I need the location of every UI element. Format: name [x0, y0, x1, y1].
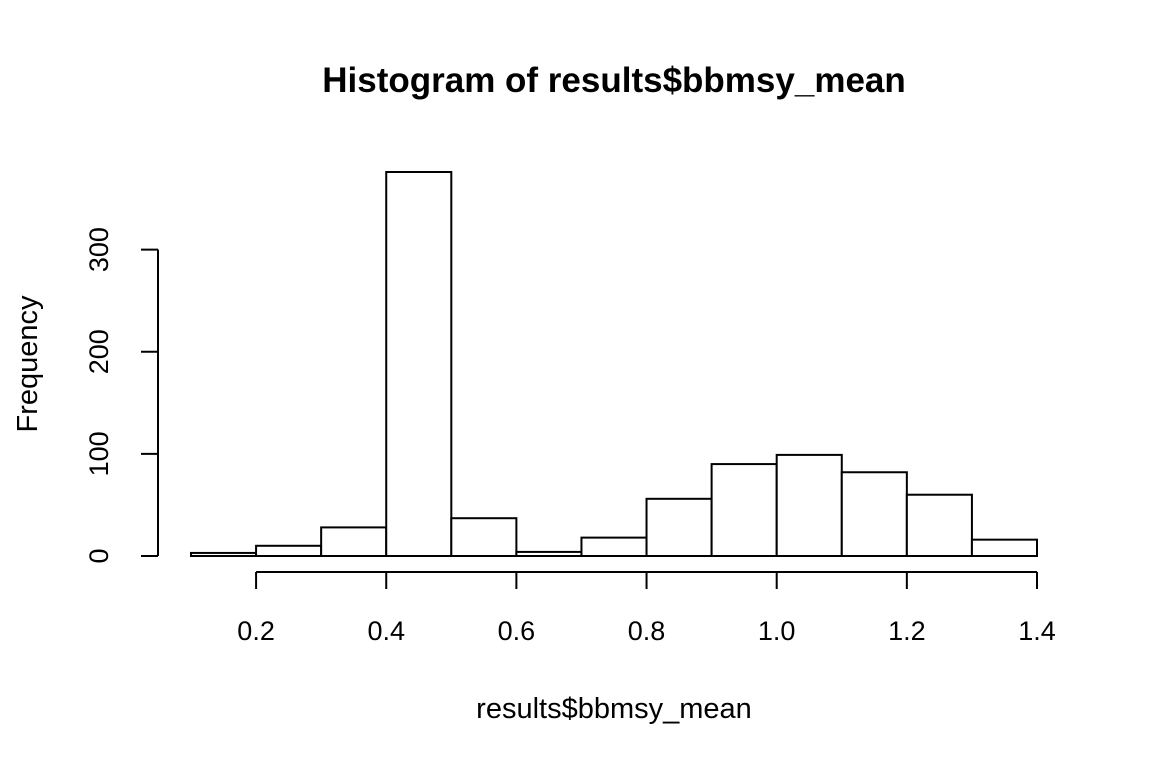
histogram-bar-3 [385, 171, 453, 557]
histogram-bar-1 [255, 544, 323, 557]
x-tick-label-3: 0.8 [628, 616, 666, 646]
y-tick-label-1: 100 [84, 431, 114, 476]
histogram-bar-10 [840, 471, 908, 557]
histogram-bar-2 [320, 526, 388, 557]
histogram-bar-4 [450, 517, 518, 558]
x-tick-label-5: 1.2 [888, 616, 926, 646]
chart-title: Histogram of results$bbmsy_mean [322, 61, 906, 100]
y-tick-label-2: 200 [84, 329, 114, 374]
histogram-bar-6 [580, 536, 648, 557]
x-tick-label-1: 0.4 [367, 616, 405, 646]
histogram-bar-11 [905, 493, 973, 558]
y-axis-label: Frequency [12, 295, 44, 433]
y-axis: 0 100 200 300 [84, 227, 159, 564]
histogram-bar-9 [775, 453, 843, 557]
histogram-bar-8 [710, 463, 778, 558]
histogram-bar-12 [970, 538, 1039, 557]
histogram-bar-7 [645, 497, 713, 557]
histogram-bar-5 [515, 550, 583, 558]
x-tick-label-0: 0.2 [237, 616, 275, 646]
x-tick-label-4: 1.0 [758, 616, 796, 646]
x-tick-label-2: 0.6 [498, 616, 536, 646]
x-tick-label-6: 1.4 [1018, 616, 1056, 646]
x-axis-label: results$bbmsy_mean [476, 693, 752, 725]
histogram-bars [190, 171, 1039, 558]
y-tick-label-0: 0 [84, 548, 114, 563]
y-tick-label-3: 300 [84, 227, 114, 272]
histogram-bar-0 [190, 551, 258, 557]
x-axis: 0.2 0.4 0.6 0.8 1.0 1.2 1.4 [237, 571, 1056, 646]
